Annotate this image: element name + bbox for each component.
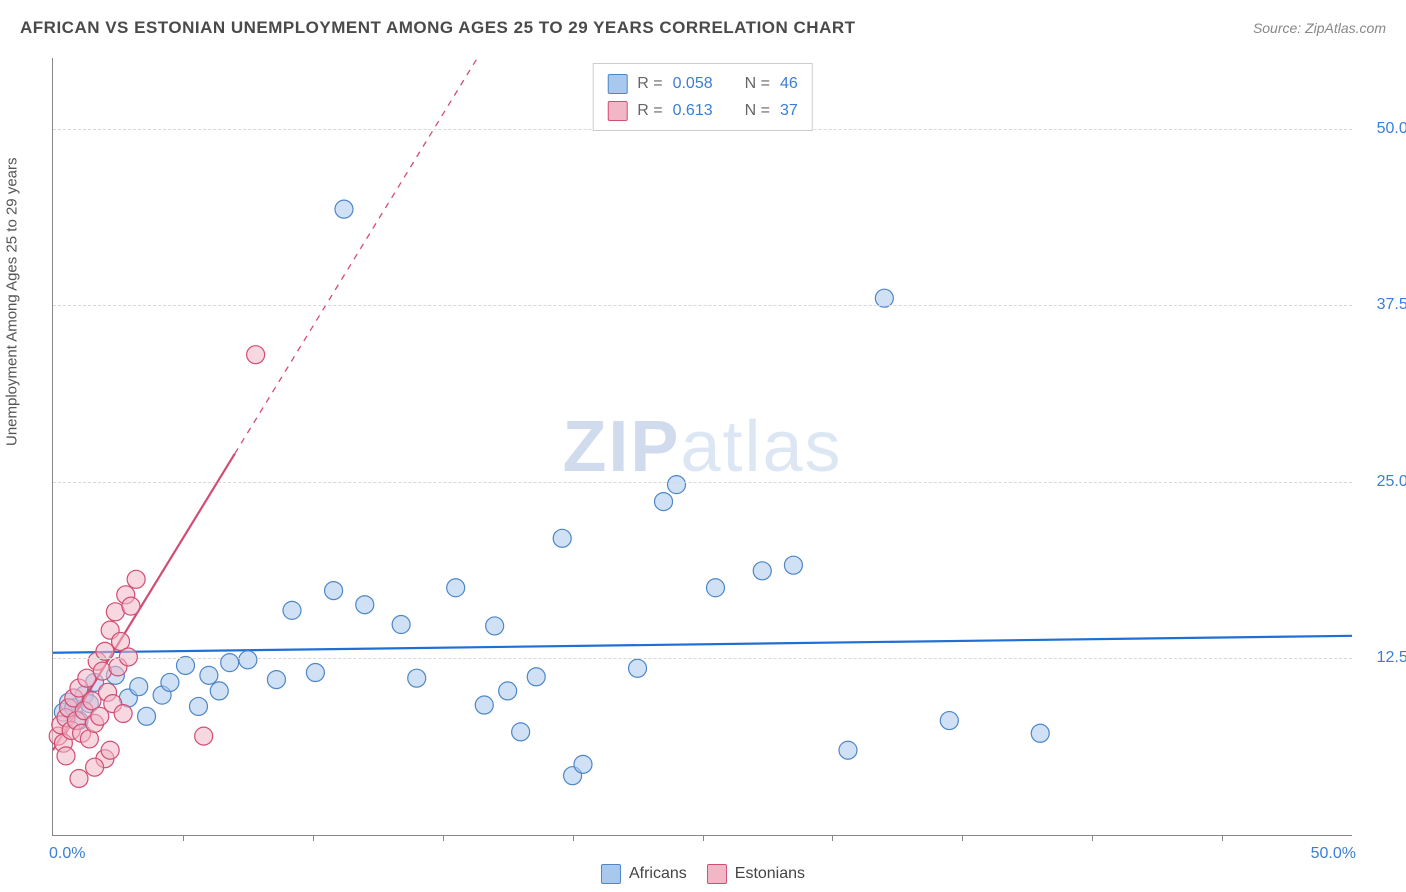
legend-row-estonians: R = 0.613 N = 37: [607, 97, 798, 124]
swatch-africans: [607, 74, 627, 94]
data-point: [706, 579, 724, 597]
data-point: [86, 758, 104, 776]
trendline: [53, 636, 1352, 653]
data-point: [408, 669, 426, 687]
legend-row-africans: R = 0.058 N = 46: [607, 70, 798, 97]
data-point: [210, 682, 228, 700]
data-point: [119, 648, 137, 666]
data-point: [101, 741, 119, 759]
data-point: [475, 696, 493, 714]
data-point: [189, 697, 207, 715]
data-point: [239, 651, 257, 669]
data-point: [70, 769, 88, 787]
x-tick: [962, 835, 963, 841]
legend-item-estonians: Estonians: [707, 864, 805, 884]
legend-item-africans: Africans: [601, 864, 687, 884]
data-point: [753, 562, 771, 580]
data-point: [127, 570, 145, 588]
gridline: [53, 305, 1352, 306]
data-point: [114, 705, 132, 723]
data-point: [940, 712, 958, 730]
data-point: [267, 671, 285, 689]
gridline: [53, 482, 1352, 483]
x-tick: [183, 835, 184, 841]
x-max-label: 50.0%: [1311, 845, 1356, 863]
y-tick-label: 50.0%: [1362, 120, 1406, 138]
data-point: [221, 654, 239, 672]
data-point: [629, 659, 647, 677]
plot-area: ZIPatlas R = 0.058 N = 46 R = 0.613 N = …: [52, 58, 1352, 836]
data-point: [130, 678, 148, 696]
x-min-label: 0.0%: [49, 845, 85, 863]
data-point: [57, 747, 75, 765]
x-tick: [443, 835, 444, 841]
data-point: [1031, 724, 1049, 742]
data-point: [247, 346, 265, 364]
correlation-legend: R = 0.058 N = 46 R = 0.613 N = 37: [592, 63, 813, 131]
data-point: [138, 707, 156, 725]
x-tick: [313, 835, 314, 841]
data-point: [839, 741, 857, 759]
data-point: [122, 597, 140, 615]
x-tick: [832, 835, 833, 841]
data-point: [655, 493, 673, 511]
data-point: [335, 200, 353, 218]
x-tick: [1222, 835, 1223, 841]
x-tick: [573, 835, 574, 841]
x-tick: [703, 835, 704, 841]
source-credit: Source: ZipAtlas.com: [1253, 20, 1386, 36]
chart-title: AFRICAN VS ESTONIAN UNEMPLOYMENT AMONG A…: [20, 18, 856, 38]
data-point: [784, 556, 802, 574]
swatch-estonians-bottom: [707, 864, 727, 884]
data-point: [512, 723, 530, 741]
data-point: [447, 579, 465, 597]
y-tick-label: 25.0%: [1362, 473, 1406, 491]
y-axis-label: Unemployment Among Ages 25 to 29 years: [4, 157, 21, 446]
data-point: [553, 529, 571, 547]
series-legend: Africans Estonians: [601, 864, 805, 884]
data-point: [200, 666, 218, 684]
data-point: [283, 601, 301, 619]
y-tick-label: 37.5%: [1362, 296, 1406, 314]
data-point: [325, 582, 343, 600]
data-point: [527, 668, 545, 686]
chart-svg: [53, 58, 1352, 835]
data-point: [161, 673, 179, 691]
trendline-ext: [235, 58, 477, 454]
data-point: [195, 727, 213, 745]
swatch-africans-bottom: [601, 864, 621, 884]
data-point: [486, 617, 504, 635]
data-point: [668, 476, 686, 494]
data-point: [499, 682, 517, 700]
data-point: [392, 616, 410, 634]
data-point: [574, 755, 592, 773]
x-tick: [1092, 835, 1093, 841]
data-point: [356, 596, 374, 614]
data-point: [306, 664, 324, 682]
gridline: [53, 658, 1352, 659]
y-tick-label: 12.5%: [1362, 649, 1406, 667]
swatch-estonians: [607, 101, 627, 121]
